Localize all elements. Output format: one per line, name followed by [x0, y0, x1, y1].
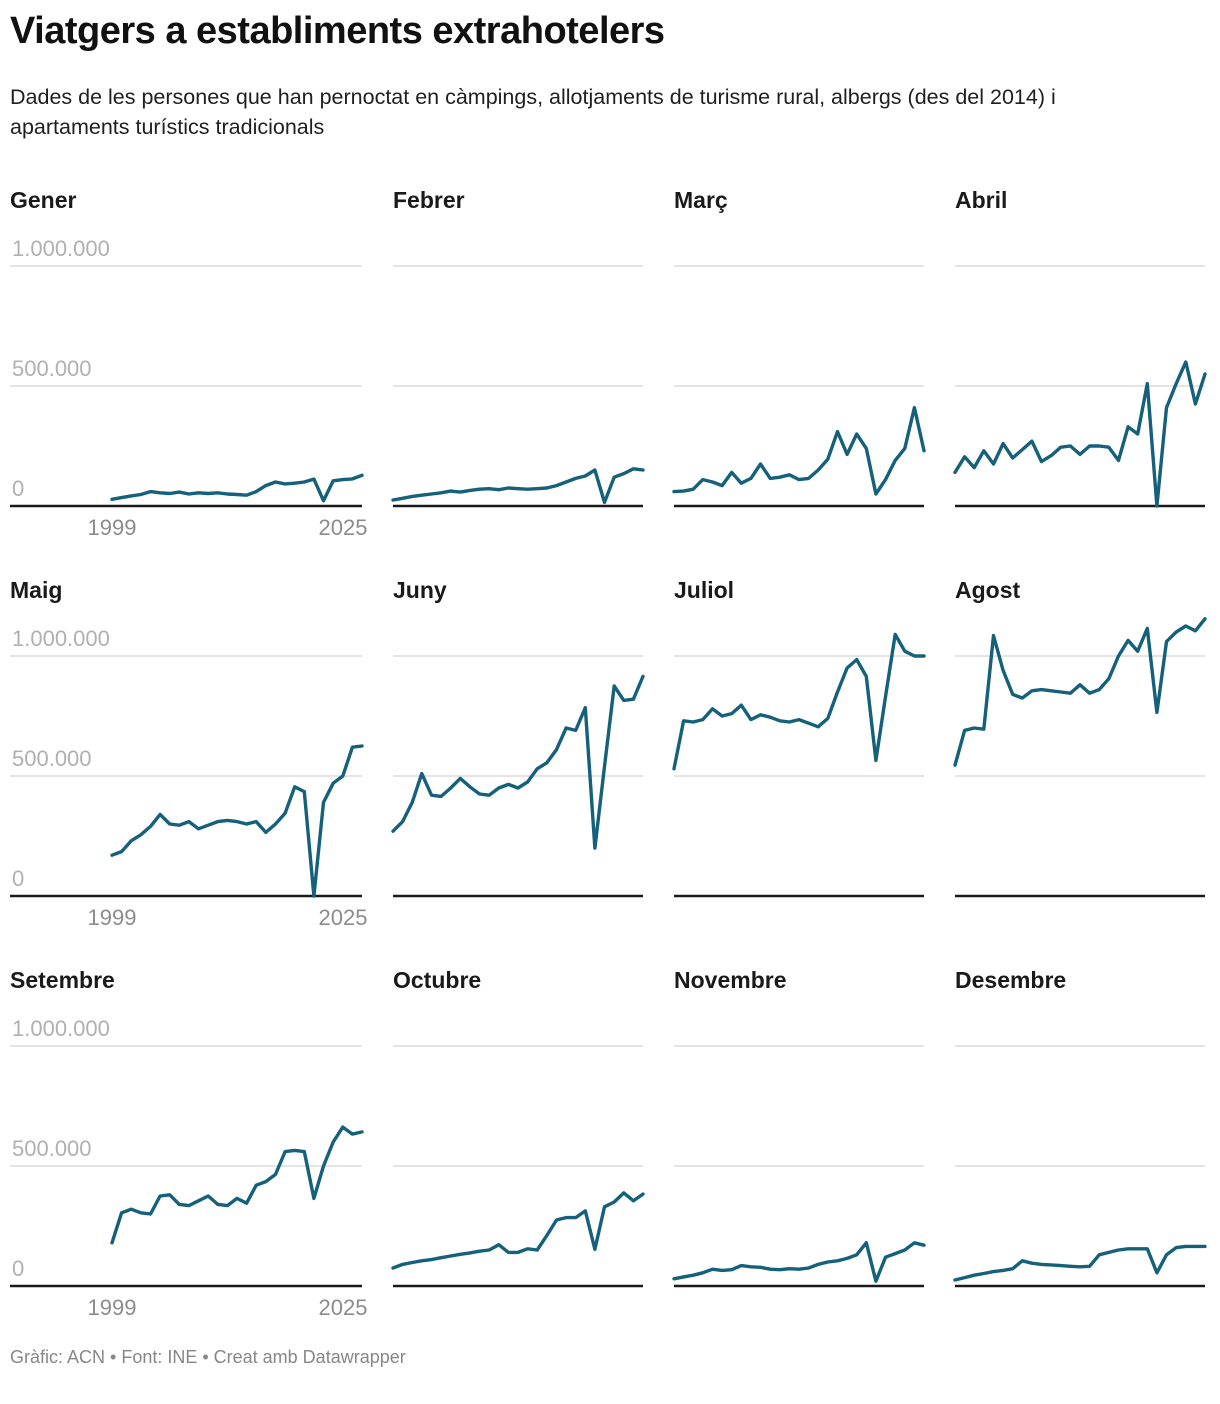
page-title: Viatgers a establiments extrahotelers	[10, 10, 665, 52]
panel-title-gener: Gener	[10, 186, 77, 213]
line-chart-octubre	[391, 1045, 645, 1288]
svg-text:500.000: 500.000	[12, 746, 92, 771]
chart-credit: Gràfic: ACN • Font: INE • Creat amb Data…	[10, 1346, 406, 1367]
panel-juny: Juny	[391, 576, 645, 931]
panel-octubre: Octubre	[391, 966, 645, 1321]
svg-text:1999: 1999	[88, 1295, 137, 1320]
panel-title-juliol: Juliol	[674, 576, 735, 603]
line-chart-setembre: 1.000.000 500.000 0 1999 2025	[10, 1016, 367, 1320]
line-chart-agost	[953, 616, 1207, 898]
line-chart-juliol	[672, 632, 926, 898]
svg-text:500.000: 500.000	[12, 1136, 92, 1161]
panel-title-setembre: Setembre	[10, 966, 115, 993]
svg-text:0: 0	[12, 866, 24, 891]
panel-title-juny: Juny	[393, 576, 447, 603]
panel-title-abril: Abril	[955, 186, 1008, 213]
panel-agost: Agost	[953, 576, 1207, 931]
line-chart-febrer	[391, 265, 645, 508]
svg-text:2025: 2025	[319, 1295, 368, 1320]
svg-text:500.000: 500.000	[12, 356, 92, 381]
panel-desembre: Desembre	[953, 966, 1207, 1321]
panel-title-agost: Agost	[955, 576, 1021, 603]
line-chart-marc	[672, 265, 926, 508]
panel-title-marc: Març	[674, 186, 728, 213]
panel-febrer: Febrer	[391, 186, 645, 541]
chart-page: Viatgers a establiments extrahotelers Da…	[10, 10, 1207, 1367]
line-chart-abril	[953, 265, 1207, 508]
panel-maig: Maig 1.000.000 500.000 0 1999 2025	[10, 576, 367, 931]
panel-abril: Abril	[953, 186, 1207, 541]
line-chart-novembre	[672, 1045, 926, 1288]
svg-text:1999: 1999	[88, 905, 137, 930]
panel-title-desembre: Desembre	[955, 966, 1067, 993]
svg-text:2025: 2025	[319, 515, 368, 540]
svg-text:1.000.000: 1.000.000	[12, 626, 110, 651]
svg-text:0: 0	[12, 476, 24, 501]
svg-text:2025: 2025	[319, 905, 368, 930]
panel-gener: Gener 1.000.000 500.000 0 1999 2025	[10, 186, 367, 541]
page-subtitle: Dades de les persones que han pernoctat …	[10, 84, 1056, 139]
panel-title-febrer: Febrer	[393, 186, 465, 213]
line-chart-juny	[391, 655, 645, 898]
panel-marc: Març	[672, 186, 926, 541]
panel-novembre: Novembre	[672, 966, 926, 1321]
panel-title-maig: Maig	[10, 576, 63, 603]
line-chart-maig: 1.000.000 500.000 0 1999 2025	[10, 626, 367, 930]
svg-text:1.000.000: 1.000.000	[12, 1016, 110, 1041]
panel-setembre: Setembre 1.000.000 500.000 0 1999 2025	[10, 966, 367, 1321]
panel-title-octubre: Octubre	[393, 966, 482, 993]
small-multiples-grid: Gener 1.000.000 500.000 0 1999 2025 Febrer M…	[10, 186, 1207, 1321]
panel-juliol: Juliol	[672, 576, 926, 931]
svg-text:1.000.000: 1.000.000	[12, 236, 110, 261]
line-chart-desembre	[953, 1045, 1207, 1288]
panel-title-novembre: Novembre	[674, 966, 787, 993]
svg-text:0: 0	[12, 1256, 24, 1281]
svg-text:1999: 1999	[88, 515, 137, 540]
line-chart-gener: 1.000.000 500.000 0 1999 2025	[10, 236, 367, 540]
